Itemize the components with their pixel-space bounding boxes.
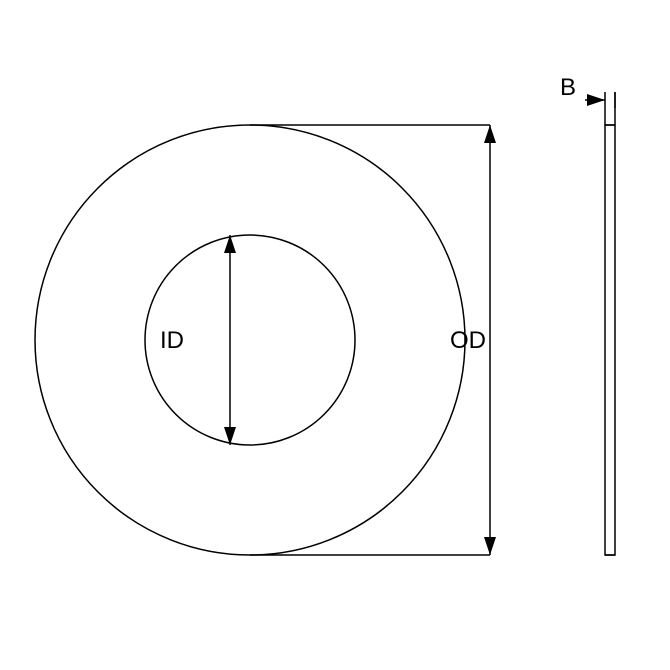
od-label: OD [450, 327, 486, 354]
arrowhead [484, 537, 496, 555]
id-label: ID [160, 327, 184, 354]
washer-side-view [605, 125, 615, 555]
arrowhead [484, 125, 496, 143]
washer-outer-circle [35, 125, 465, 555]
arrowhead [587, 94, 605, 106]
b-label: B [560, 74, 576, 101]
